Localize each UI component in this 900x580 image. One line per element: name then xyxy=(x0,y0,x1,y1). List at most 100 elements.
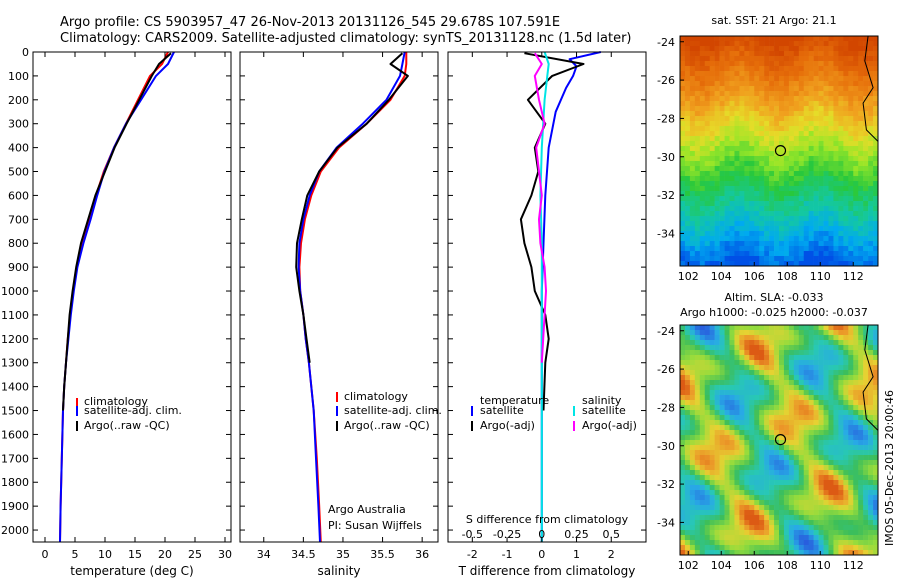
sst-cell xyxy=(793,56,800,62)
sla-cell xyxy=(793,525,800,531)
sla-cell xyxy=(873,495,879,501)
sla-cell xyxy=(833,360,839,366)
sst-cell xyxy=(734,256,740,262)
sst-cell xyxy=(858,76,864,82)
sst-cell xyxy=(754,251,760,257)
sst-cell xyxy=(868,71,874,77)
sst-cell xyxy=(689,66,696,72)
sst-cell xyxy=(833,71,839,77)
sst-cell xyxy=(714,71,720,77)
sla-cell xyxy=(734,505,740,511)
sla-cell xyxy=(868,540,874,546)
temperature-series-line xyxy=(59,51,175,543)
sla-cell xyxy=(873,415,879,421)
sla-cell xyxy=(788,420,795,426)
sst-cell xyxy=(833,46,839,52)
sst-cell xyxy=(828,101,834,107)
sla-cell xyxy=(788,510,795,516)
sst-cell xyxy=(699,156,706,162)
sla-cell xyxy=(724,380,730,386)
sla-cell xyxy=(868,510,874,516)
sla-cell xyxy=(764,530,770,536)
sst-cell xyxy=(813,161,819,167)
sla-cell xyxy=(694,365,701,371)
sla-cell xyxy=(853,410,859,416)
sla-cell xyxy=(788,370,795,376)
sla-cell xyxy=(798,550,805,556)
sst-cell xyxy=(838,66,844,72)
temperature-xtick-label: 5 xyxy=(72,548,79,561)
sst-cell xyxy=(699,151,706,157)
sla-cell xyxy=(689,515,696,521)
sla-cell xyxy=(843,385,849,391)
sst-cell xyxy=(680,226,686,232)
sst-cell xyxy=(764,181,770,187)
sst-cell xyxy=(704,206,710,212)
sst-cell xyxy=(863,251,869,257)
sla-cell xyxy=(813,520,819,526)
sst-cell xyxy=(699,36,706,42)
sla-cell xyxy=(779,355,785,361)
sla-cell xyxy=(803,365,809,371)
sla-cell xyxy=(714,430,720,436)
sst-cell xyxy=(769,171,775,177)
sst-cell xyxy=(744,221,750,227)
sla-cell xyxy=(754,335,760,341)
sla-cell xyxy=(764,505,770,511)
sla-cell xyxy=(739,425,745,431)
sst-cell xyxy=(823,231,829,237)
sla-cell xyxy=(873,380,879,386)
temperature-panel: 0 5 10 15 20 25 300100200300400500600700800900… xyxy=(1,46,232,578)
sst-cell xyxy=(719,231,725,237)
sla-cell xyxy=(779,360,785,366)
sla-cell xyxy=(754,380,760,386)
sla-cell xyxy=(759,500,765,506)
sst-cell xyxy=(853,71,859,77)
sst-cell xyxy=(808,231,814,237)
sst-cell xyxy=(873,46,879,52)
sla-cell xyxy=(729,490,735,496)
sla-cell xyxy=(744,355,750,361)
sla-cell xyxy=(759,410,765,416)
sst-cell xyxy=(689,141,696,147)
sst-cell xyxy=(823,201,829,207)
sst-cell xyxy=(813,121,819,127)
sst-cell xyxy=(858,81,864,87)
sla-cell xyxy=(704,530,710,536)
sst-cell xyxy=(769,71,775,77)
temperature-axes: 0 5 10 15 20 25 300100200300400500600700800900… xyxy=(1,46,232,561)
sla-cell xyxy=(873,400,879,406)
sst-cell xyxy=(818,111,824,117)
sla-cell xyxy=(873,445,879,451)
sst-cell xyxy=(818,46,824,52)
sst-cell xyxy=(709,221,715,227)
sla-cell xyxy=(783,415,790,421)
sst-cell xyxy=(823,241,829,247)
sla-cell xyxy=(873,460,879,466)
sla-cell xyxy=(853,460,859,466)
sst-cell xyxy=(848,181,854,187)
sst-cell xyxy=(729,91,735,97)
sst-cell xyxy=(779,211,785,217)
sla-cell xyxy=(759,540,765,546)
sla-cell xyxy=(853,530,859,536)
sst-cell xyxy=(818,146,824,152)
sla-cell xyxy=(764,490,770,496)
sst-cell xyxy=(848,76,854,82)
sst-cell xyxy=(803,76,809,82)
sst-cell xyxy=(858,246,864,252)
sla-cell xyxy=(694,410,701,416)
sst-cell xyxy=(843,171,849,177)
sla-cell xyxy=(694,395,701,401)
sla-cell xyxy=(719,445,725,451)
sst-cell xyxy=(838,161,844,167)
sst-cell xyxy=(769,166,775,172)
sst-cell xyxy=(774,61,780,67)
sla-cell xyxy=(714,435,720,441)
sst-cell xyxy=(714,191,720,197)
sst-cell xyxy=(724,206,730,212)
sla-cell xyxy=(774,495,780,501)
sst-cell xyxy=(783,116,790,122)
sst-cell xyxy=(764,186,770,192)
sla-cell xyxy=(754,520,760,526)
